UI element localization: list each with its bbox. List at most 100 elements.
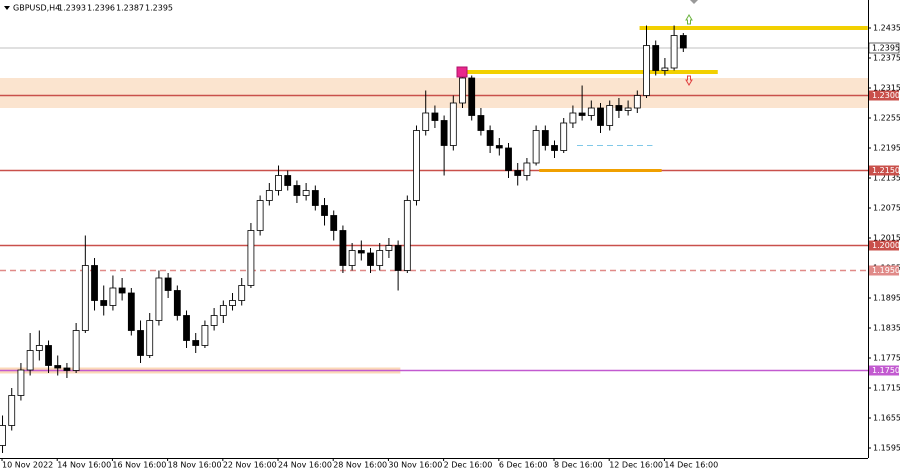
candle-body	[422, 112, 430, 131]
x-tick-label: 14 Nov 16:00	[57, 461, 111, 470]
candle-body	[155, 277, 163, 321]
candle-body	[91, 265, 98, 301]
candle-body	[468, 77, 476, 116]
candle-body	[183, 315, 190, 341]
candle-body	[247, 230, 255, 286]
candle-body	[275, 175, 282, 191]
candle-body	[238, 285, 246, 301]
y-tick-label: 1.2075	[873, 204, 900, 213]
candle-body	[633, 95, 641, 109]
ohlc-high: 1.2396	[87, 4, 115, 13]
plot	[0, 25, 868, 453]
y-tick-label: 1.2315	[873, 84, 900, 93]
candle-body	[192, 340, 200, 346]
candle-body	[477, 115, 485, 131]
candle-body	[495, 145, 503, 149]
y-tick-label: 1.1715	[873, 384, 900, 393]
candle-body	[137, 330, 144, 356]
candle-body	[643, 45, 650, 96]
candle-body	[8, 395, 16, 426]
x-tick-label: 30 Nov 16:00	[388, 461, 442, 470]
x-tick-label: 8 Dec 16:00	[554, 461, 603, 470]
candle-body	[45, 345, 52, 366]
y-tick-label: 1.1595	[873, 444, 900, 453]
candle-body	[35, 345, 43, 351]
ohlc-open: 1.2393	[58, 4, 86, 13]
candle-body	[385, 245, 393, 251]
current-price-box	[868, 42, 900, 54]
level-label: 1.2150	[872, 166, 900, 175]
candle-body	[413, 130, 420, 201]
x-tick-label: 12 Dec 16:00	[609, 461, 663, 470]
candle-body	[311, 190, 319, 206]
current-price-label: 1.2395	[872, 44, 900, 53]
candle-body	[670, 35, 678, 69]
symbol: GBPUSD,H4	[13, 4, 60, 13]
level-label: 1.1750	[872, 366, 900, 375]
candle-body	[615, 105, 623, 111]
x-tick-label: 24 Nov 16:00	[278, 461, 332, 470]
candle-body	[403, 200, 411, 271]
candle-body	[541, 130, 549, 146]
level-label-box	[869, 365, 899, 376]
candle-body	[532, 130, 540, 164]
y-tick-label: 1.2435	[873, 24, 900, 33]
candle-body	[652, 45, 660, 71]
candle-body	[560, 122, 568, 151]
x-tick-label: 28 Nov 16:00	[333, 461, 387, 470]
candle-body	[505, 147, 512, 171]
candle-body	[72, 330, 80, 371]
menu-arrow[interactable]	[4, 6, 10, 10]
candle-body	[679, 35, 687, 49]
candle-body	[321, 205, 328, 216]
candle-body	[523, 162, 531, 176]
candle-body	[357, 250, 365, 254]
candle-body	[219, 305, 227, 316]
level-label-box	[869, 240, 899, 251]
candle-body	[569, 112, 577, 124]
candle-body	[624, 107, 632, 111]
x-tick-label: 10 Nov 2022	[2, 461, 53, 470]
candle-body	[578, 112, 586, 116]
candle-body	[367, 252, 374, 266]
shift-marker	[690, 0, 698, 4]
y-tick-label: 1.2015	[873, 234, 900, 243]
x-tick-label: 6 Dec 16:00	[499, 461, 548, 470]
down-arrow-icon	[685, 75, 693, 86]
candle-body	[330, 215, 338, 231]
y-tick-label: 1.1775	[873, 354, 900, 363]
candle-body	[229, 300, 236, 306]
candle-body	[394, 245, 402, 271]
candle-body	[118, 287, 126, 294]
candle-body	[81, 265, 89, 331]
candle-body	[597, 107, 604, 126]
candle-body	[440, 120, 448, 146]
candle-body	[431, 112, 439, 121]
candle-body	[449, 102, 457, 146]
candle-body	[293, 185, 301, 196]
candle-body	[486, 130, 494, 146]
candle-body	[284, 175, 292, 186]
candle-body	[0, 425, 6, 446]
candle-body	[164, 277, 172, 291]
level-label-box	[869, 90, 899, 101]
x-tick-label: 14 Dec 16:00	[664, 461, 718, 470]
level-label-box	[869, 165, 899, 176]
y-tick-label: 1.1895	[873, 294, 900, 303]
candle-body	[146, 320, 154, 356]
candle-body	[173, 290, 181, 316]
candle-body	[661, 67, 669, 71]
candle-body	[551, 145, 558, 151]
level-label: 1.1950	[872, 266, 900, 275]
candle-body	[210, 315, 218, 326]
y-tick-label: 1.2195	[873, 144, 900, 153]
up-arrow-icon	[685, 14, 693, 25]
marker-square	[456, 66, 468, 78]
candle-body	[339, 230, 347, 266]
candle-body	[606, 105, 614, 126]
ohlc-low: 1.2387	[116, 4, 144, 13]
x-tick-label: 22 Nov 16:00	[223, 461, 277, 470]
x-tick-label: 16 Nov 16:00	[112, 461, 166, 470]
